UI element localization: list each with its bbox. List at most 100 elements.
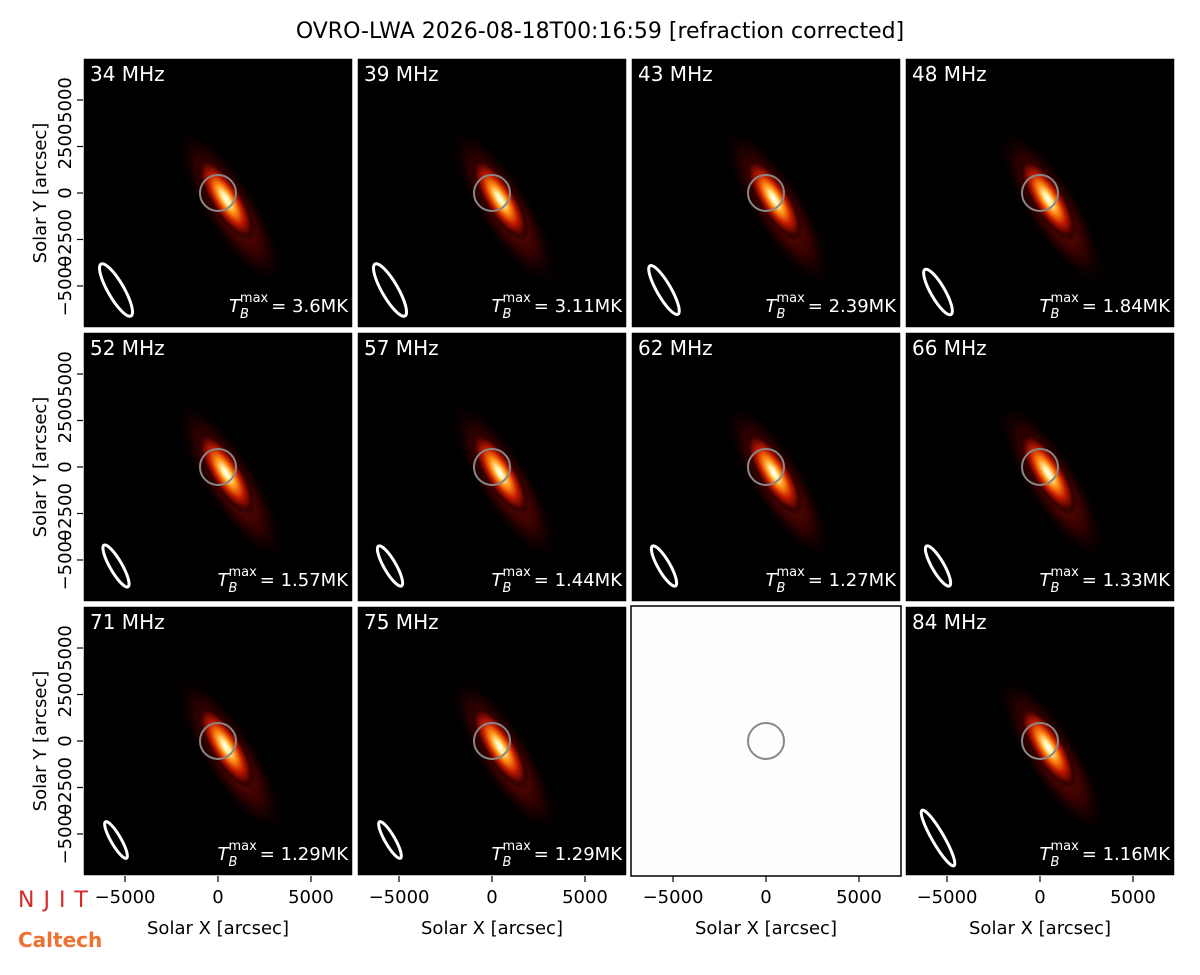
tb-value: = 1.44MK [534,570,623,591]
solar-disk [473,448,511,486]
njit-logo: NJIT [18,888,97,913]
frequency-label: 57 MHz [364,336,439,360]
tb-max-annotation: TBmax = 1.57MK [218,565,350,596]
tb-symbol: T [766,296,779,317]
panel-border [356,57,628,329]
x-tick-label: −5000 [95,887,156,908]
tb-subscript: B [503,581,512,596]
beam [923,544,953,588]
panel-border [904,57,1176,329]
beam [922,267,954,317]
figure-title: OVRO-LWA 2026-08-18T00:16:59 [refraction… [296,19,904,44]
caltech-logo: Caltech [18,928,102,952]
tb-symbol: T [218,570,231,591]
y-tick-label: 5000 [55,625,76,671]
beam [103,820,129,860]
solar-disk [199,174,237,212]
source-core [745,431,803,515]
tb-max-annotation: TBmax = 3.6MK [229,291,349,322]
y-tick-label: 5000 [55,77,76,123]
solar-disk [473,174,511,212]
y-axis-label: Solar Y [arcsec] [30,123,51,264]
x-tick-label: 0 [212,887,223,908]
beam [647,264,681,316]
x-tick-label: −5000 [643,887,704,908]
y-tick-label: 0 [55,187,76,198]
frequency-label: 66 MHz [912,336,987,360]
x-tick-label: 0 [1034,887,1045,908]
y-tick-label: 2500 [55,398,76,444]
panel-border [630,331,902,603]
source-core [471,431,529,515]
tb-subscript: B [503,307,512,322]
tb-symbol: T [492,844,505,865]
tb-max-annotation: TBmax = 1.84MK [1040,291,1172,322]
tb-superscript: max [228,565,257,580]
y-tick-label: −2500 [55,483,76,544]
x-tick-label: 5000 [1110,887,1156,908]
tb-max-annotation: TBmax = 1.44MK [492,565,624,596]
y-tick-label: −5000 [55,530,76,591]
frequency-label: 84 MHz [912,610,987,634]
tb-superscript: max [1050,291,1079,306]
tb-max-annotation: TBmax = 1.16MK [1040,839,1172,870]
tb-superscript: max [502,839,531,854]
panel: 43 MHz TBmax = 2.39MK [630,57,902,329]
tb-subscript: B [503,855,512,870]
beam [375,544,405,588]
tb-superscript: max [1050,839,1079,854]
source-core [1019,157,1077,241]
tb-symbol: T [766,570,779,591]
source-core [471,157,529,241]
x-tick-label: −5000 [369,887,430,908]
solar-disk [1021,174,1059,212]
tb-value: = 3.11MK [534,296,623,317]
tb-max-annotation: TBmax = 2.39MK [766,291,898,322]
x-axis-label: Solar X [arcsec] [969,918,1111,939]
tb-subscript: B [1051,307,1060,322]
panel-border [356,331,628,603]
image-background [631,606,901,876]
panel: 71 MHz TBmax = 1.29MK −5000 0 5000 Solar X [ar… [30,605,354,939]
x-tick-label: 5000 [562,887,608,908]
tb-subscript: B [229,855,238,870]
panel: 75 MHz TBmax = 1.29MK −5000 0 5000 Solar X [ar… [356,605,628,939]
frequency-label: 39 MHz [364,62,439,86]
frequency-label: 52 MHz [90,336,165,360]
y-tick-label: −2500 [55,209,76,270]
panel: 39 MHz TBmax = 3.11MK [356,57,628,329]
tb-value: = 1.33MK [1082,570,1171,591]
panel: −5000 0 5000 Solar X [arcsec] [630,605,902,939]
panel: 66 MHz TBmax = 1.33MK [904,331,1176,603]
beam [377,820,403,860]
y-tick-label: −5000 [55,804,76,865]
panel: 52 MHz TBmax = 1.57MK −5000−2500 0 25005000So… [30,331,354,603]
tb-symbol: T [492,570,505,591]
tb-max-annotation: TBmax = 1.27MK [766,565,898,596]
panel-border [904,331,1176,603]
tb-superscript: max [502,291,531,306]
source-core [197,705,255,789]
panel: 34 MHz TBmax = 3.6MK −5000−2500 0 25005000Sol… [30,57,354,329]
tb-max-annotation: TBmax = 3.11MK [492,291,624,322]
y-axis-label: Solar Y [arcsec] [30,671,51,812]
solar-disk [199,448,237,486]
tb-value: = 3.6MK [271,296,349,317]
tb-superscript: max [776,565,805,580]
tb-value: = 1.29MK [534,844,623,865]
y-tick-label: 0 [55,461,76,472]
y-tick-label: 2500 [55,672,76,718]
tb-max-annotation: TBmax = 1.33MK [1040,565,1172,596]
tb-symbol: T [492,296,505,317]
tb-max-annotation: TBmax = 1.29MK [218,839,350,870]
solar-disk [747,722,785,760]
tb-subscript: B [777,581,786,596]
tb-value: = 1.29MK [260,844,349,865]
tb-subscript: B [777,307,786,322]
solar-disk [473,722,511,760]
panel: 62 MHz TBmax = 1.27MK [630,331,902,603]
frequency-label: 62 MHz [638,336,713,360]
panel-border [630,57,902,329]
x-tick-label: 5000 [288,887,334,908]
tb-superscript: max [502,565,531,580]
